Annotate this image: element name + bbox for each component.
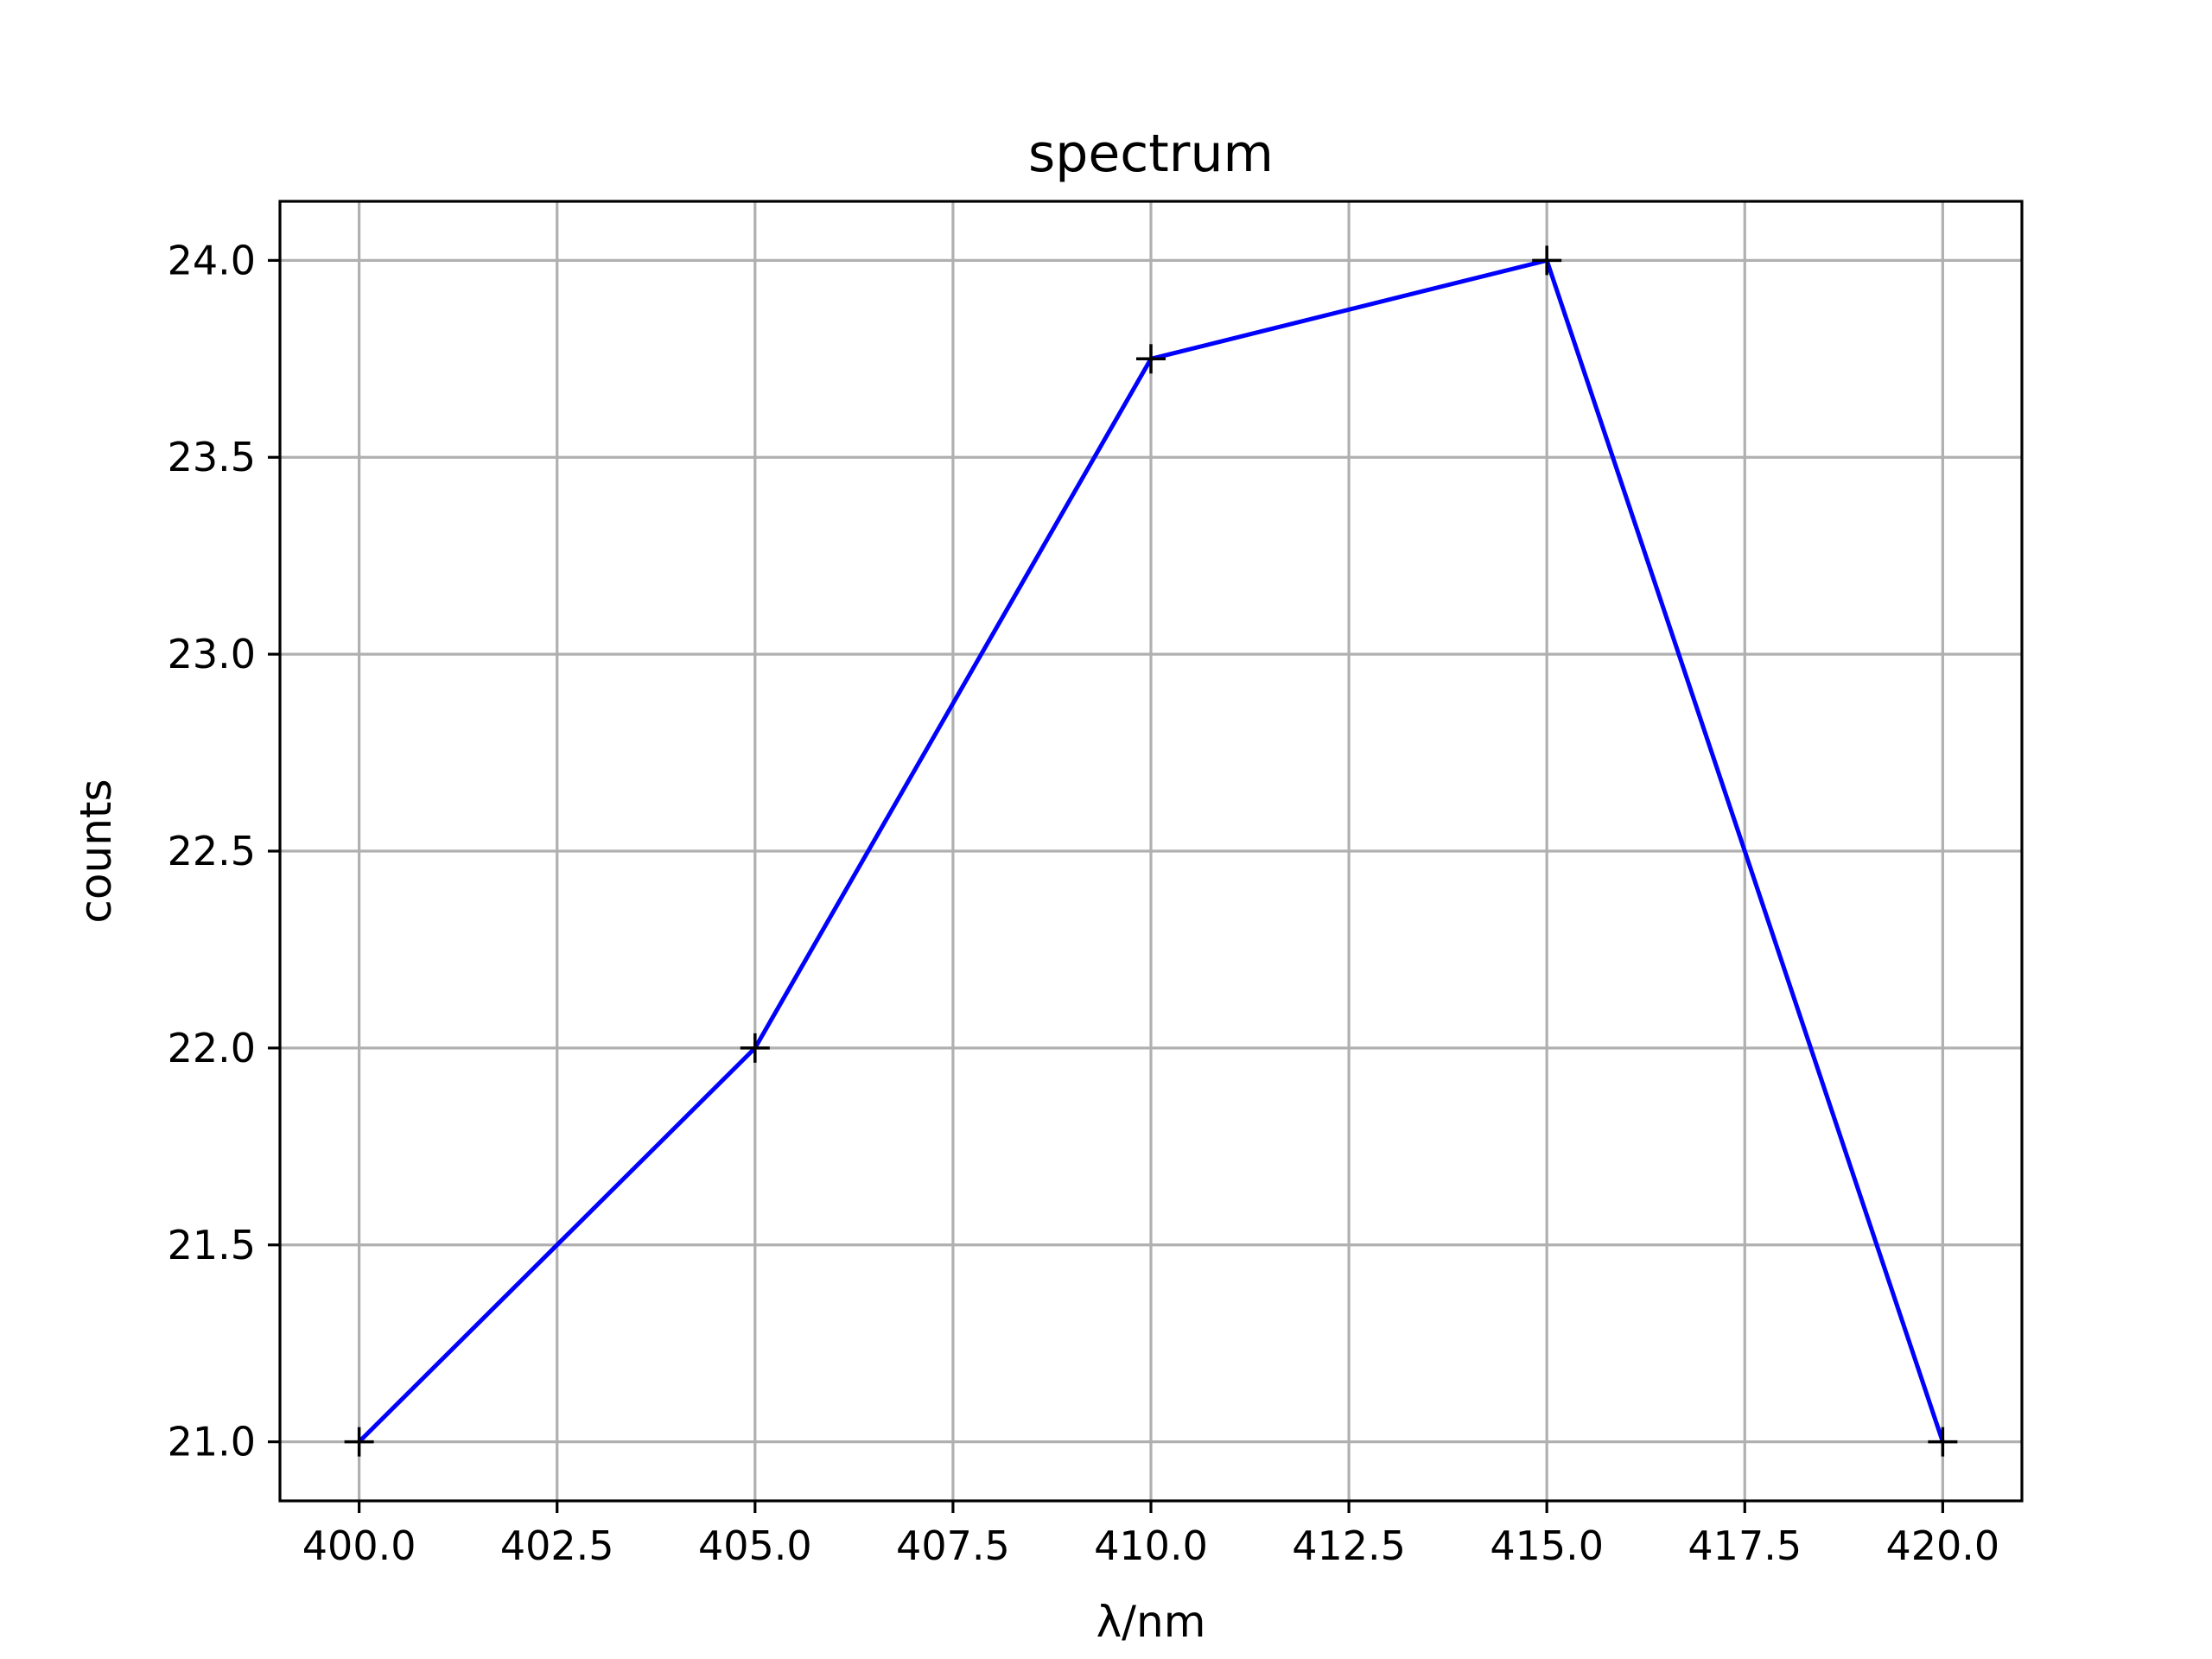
marker-layer — [344, 245, 1958, 1457]
data-point-marker — [1928, 1427, 1958, 1457]
x-tick-label: 412.5 — [1292, 1522, 1406, 1569]
x-tick-label: 405.0 — [698, 1522, 812, 1569]
y-tick-label: 21.0 — [168, 1419, 256, 1465]
y-tick-label: 21.5 — [168, 1222, 256, 1268]
y-tick-label: 23.0 — [168, 631, 256, 677]
y-tick-label: 22.5 — [168, 828, 256, 874]
y-tick-label: 23.5 — [168, 434, 256, 480]
x-tick-label: 407.5 — [896, 1522, 1010, 1569]
data-point-marker — [740, 1033, 770, 1063]
y-tick-label: 24.0 — [168, 237, 256, 283]
data-point-marker — [1136, 344, 1166, 374]
x-axis-label: λ/nm — [1096, 1597, 1206, 1647]
grid-layer — [280, 201, 2022, 1501]
data-point-marker — [1532, 245, 1562, 276]
tick-layer: 400.0 402.5 405.0 407.5 410.0 412.5 415.0 417.5… — [168, 237, 2000, 1569]
y-tick-label: 22.0 — [168, 1025, 256, 1071]
chart-title: spectrum — [1028, 124, 1274, 184]
x-tick-label: 417.5 — [1688, 1522, 1802, 1569]
y-axis-label: counts — [71, 779, 121, 923]
x-tick-label: 415.0 — [1490, 1522, 1604, 1569]
x-tick-label: 420.0 — [1886, 1522, 2000, 1569]
x-tick-label: 400.0 — [302, 1522, 416, 1569]
x-tick-label: 402.5 — [500, 1522, 614, 1569]
x-tick-label: 410.0 — [1094, 1522, 1208, 1569]
data-point-marker — [344, 1427, 374, 1457]
